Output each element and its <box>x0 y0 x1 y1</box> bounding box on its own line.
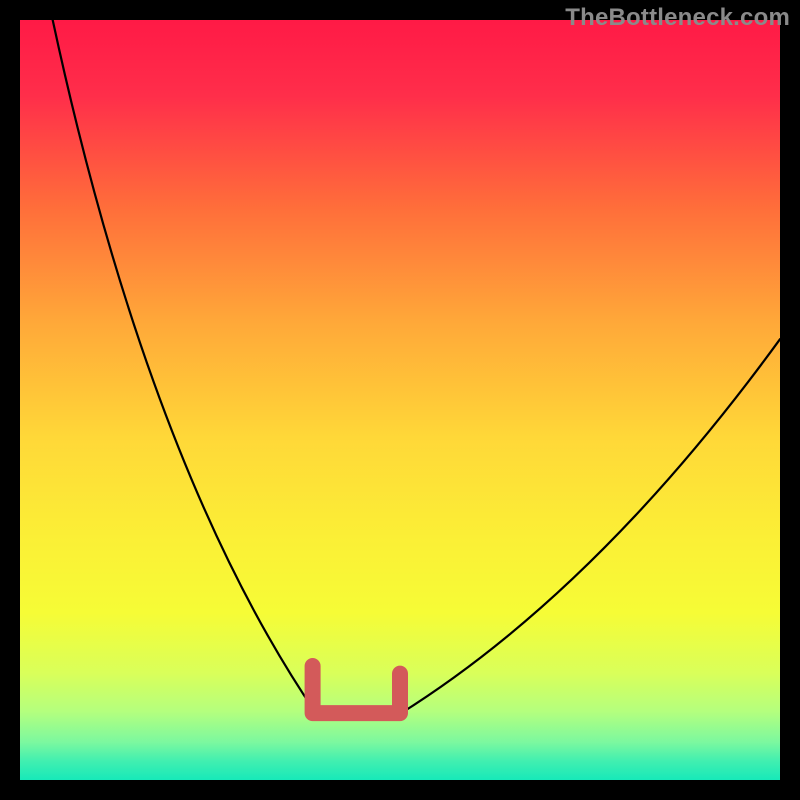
chart-container: TheBottleneck.com <box>0 0 800 800</box>
chart-svg <box>0 0 800 800</box>
watermark-text: TheBottleneck.com <box>565 4 790 32</box>
